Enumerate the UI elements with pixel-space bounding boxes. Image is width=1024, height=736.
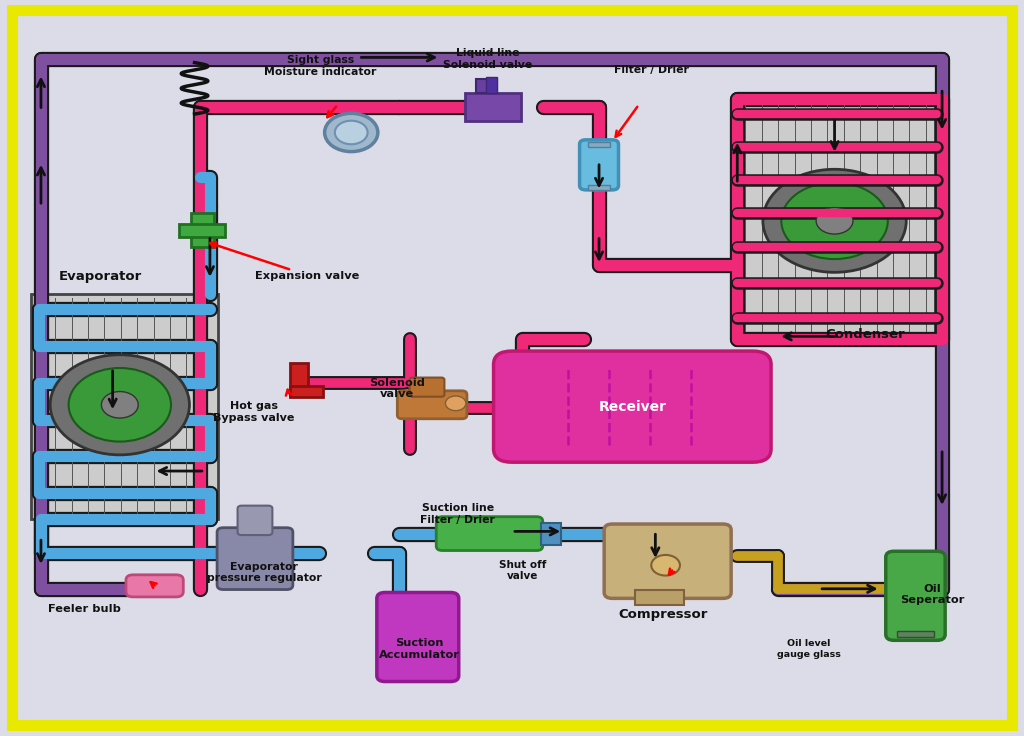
FancyBboxPatch shape (377, 592, 459, 682)
FancyBboxPatch shape (886, 551, 945, 640)
Text: Feeler bulb: Feeler bulb (47, 604, 121, 615)
Text: Compressor: Compressor (618, 608, 709, 621)
Text: Sight glass
Moisture indicator: Sight glass Moisture indicator (264, 55, 377, 77)
FancyBboxPatch shape (410, 378, 444, 397)
Bar (290, 386, 323, 397)
FancyBboxPatch shape (397, 391, 467, 419)
Bar (588, 142, 610, 147)
Bar (465, 93, 521, 121)
FancyBboxPatch shape (580, 140, 618, 190)
Text: Liquid line
Solenoid valve: Liquid line Solenoid valve (442, 48, 532, 70)
FancyBboxPatch shape (126, 575, 183, 597)
Text: Expansion valve: Expansion valve (255, 271, 359, 281)
Text: Oil level
gauge glass: Oil level gauge glass (777, 640, 841, 659)
Circle shape (763, 169, 906, 272)
Circle shape (335, 121, 368, 144)
FancyBboxPatch shape (436, 517, 543, 551)
Text: Shut off
valve: Shut off valve (499, 559, 546, 581)
FancyBboxPatch shape (217, 528, 293, 590)
Text: Hot gas
Bypass valve: Hot gas Bypass valve (213, 401, 295, 423)
Bar (541, 523, 561, 545)
Text: Evaporator
pressure regulator: Evaporator pressure regulator (207, 562, 322, 584)
Circle shape (445, 396, 466, 411)
Text: Solenoid
valve: Solenoid valve (370, 378, 425, 400)
Circle shape (50, 355, 189, 455)
Bar (486, 77, 497, 93)
Text: Evaporator: Evaporator (58, 270, 142, 283)
Circle shape (651, 555, 680, 576)
Circle shape (69, 368, 171, 442)
Bar (476, 79, 497, 93)
Text: Oil
Seperator: Oil Seperator (900, 584, 964, 606)
Circle shape (781, 183, 888, 259)
Bar (588, 185, 610, 190)
Bar (31, 294, 218, 519)
Text: Filter / Drier: Filter / Drier (613, 65, 689, 75)
Text: Suction line
Filter / Drier: Suction line Filter / Drier (420, 503, 496, 525)
FancyBboxPatch shape (238, 506, 272, 535)
Bar (290, 363, 308, 396)
FancyBboxPatch shape (494, 351, 771, 462)
Bar (737, 99, 935, 335)
Circle shape (816, 208, 853, 234)
Text: Receiver: Receiver (599, 400, 667, 414)
FancyBboxPatch shape (604, 524, 731, 598)
Bar (191, 213, 214, 247)
Text: Suction
Accumulator: Suction Accumulator (379, 638, 461, 660)
Text: Condenser: Condenser (825, 328, 905, 342)
Circle shape (101, 392, 138, 418)
Circle shape (325, 113, 378, 152)
Bar (179, 224, 225, 237)
Bar (897, 631, 934, 637)
Bar (635, 590, 684, 605)
